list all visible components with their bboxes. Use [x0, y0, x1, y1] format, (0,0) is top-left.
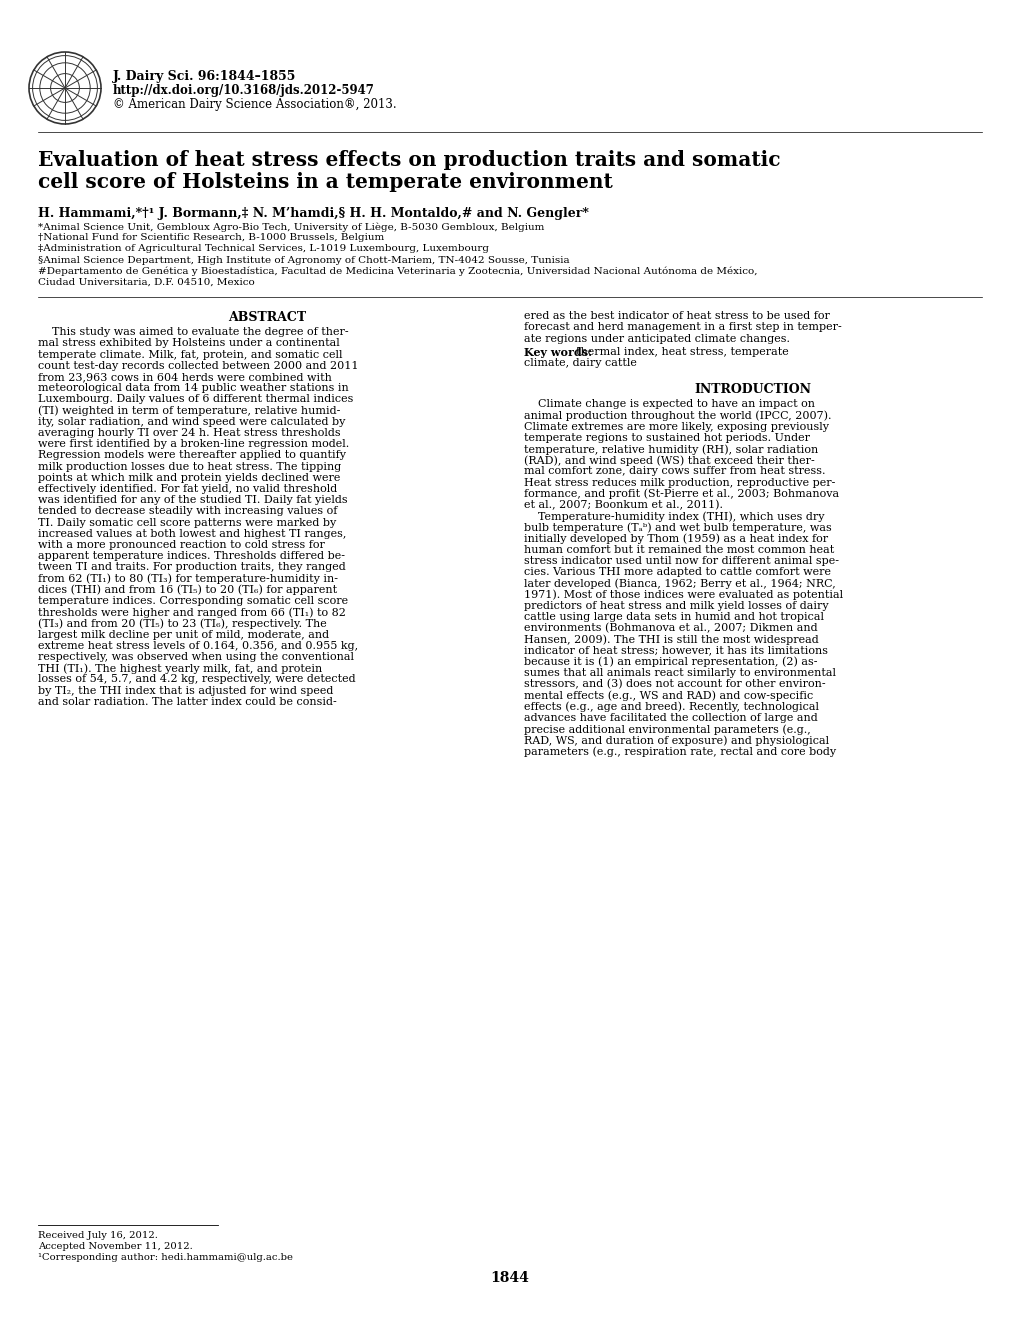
Text: (TI) weighted in term of temperature, relative humid-: (TI) weighted in term of temperature, re…: [38, 405, 340, 416]
Text: H. Hammami,*†¹ J. Bormann,‡ N. M’hamdi,§ H. H. Montaldo,# and N. Gengler*: H. Hammami,*†¹ J. Bormann,‡ N. M’hamdi,§…: [38, 207, 588, 220]
Text: J. Dairy Sci. 96:1844–1855: J. Dairy Sci. 96:1844–1855: [113, 70, 297, 83]
Text: (RAD), and wind speed (WS) that exceed their ther-: (RAD), and wind speed (WS) that exceed t…: [524, 455, 814, 466]
Text: tween TI and traits. For production traits, they ranged: tween TI and traits. For production trai…: [38, 562, 345, 573]
Text: count test-day records collected between 2000 and 2011: count test-day records collected between…: [38, 360, 358, 371]
Text: precise additional environmental parameters (e.g.,: precise additional environmental paramet…: [524, 723, 810, 734]
Text: from 23,963 cows in 604 herds were combined with: from 23,963 cows in 604 herds were combi…: [38, 372, 331, 381]
Text: stress indicator used until now for different animal spe-: stress indicator used until now for diff…: [524, 556, 839, 566]
Text: was identified for any of the studied TI. Daily fat yields: was identified for any of the studied TI…: [38, 495, 347, 506]
Text: sumes that all animals react similarly to environmental: sumes that all animals react similarly t…: [524, 668, 836, 678]
Text: Luxembourg. Daily values of 6 different thermal indices: Luxembourg. Daily values of 6 different …: [38, 395, 353, 404]
Text: †National Fund for Scientific Research, B-1000 Brussels, Belgium: †National Fund for Scientific Research, …: [38, 234, 384, 242]
Text: temperate regions to sustained hot periods. Under: temperate regions to sustained hot perio…: [524, 433, 809, 442]
Text: Regression models were thereafter applied to quantify: Regression models were thereafter applie…: [38, 450, 345, 461]
Text: stressors, and (3) does not account for other environ-: stressors, and (3) does not account for …: [524, 680, 824, 689]
Text: temperature indices. Corresponding somatic cell score: temperature indices. Corresponding somat…: [38, 597, 347, 606]
Text: Accepted November 11, 2012.: Accepted November 11, 2012.: [38, 1242, 193, 1251]
Text: Evaluation of heat stress effects on production traits and somatic: Evaluation of heat stress effects on pro…: [38, 150, 780, 170]
Text: *Animal Science Unit, Gembloux Agro-Bio Tech, University of Liège, B-5030 Gemblo: *Animal Science Unit, Gembloux Agro-Bio …: [38, 222, 544, 231]
Text: Climate change is expected to have an impact on: Climate change is expected to have an im…: [524, 399, 814, 409]
Text: Temperature-humidity index (THI), which uses dry: Temperature-humidity index (THI), which …: [524, 511, 823, 521]
Text: bulb temperature (Tₐᵇ) and wet bulb temperature, was: bulb temperature (Tₐᵇ) and wet bulb temp…: [524, 523, 830, 533]
Text: temperature, relative humidity (RH), solar radiation: temperature, relative humidity (RH), sol…: [524, 444, 817, 454]
Text: respectively, was observed when using the conventional: respectively, was observed when using th…: [38, 652, 354, 663]
Text: forecast and herd management in a first step in temper-: forecast and herd management in a first …: [524, 322, 841, 333]
Text: apparent temperature indices. Thresholds differed be-: apparent temperature indices. Thresholds…: [38, 552, 344, 561]
Text: ‡Administration of Agricultural Technical Services, L-1019 Luxembourg, Luxembour: ‡Administration of Agricultural Technica…: [38, 244, 488, 253]
Text: with a more pronounced reaction to cold stress for: with a more pronounced reaction to cold …: [38, 540, 325, 550]
Text: §Animal Science Department, High Institute of Agronomy of Chott-Mariem, TN-4042 : §Animal Science Department, High Institu…: [38, 256, 569, 264]
Text: climate, dairy cattle: climate, dairy cattle: [524, 358, 636, 368]
Text: and solar radiation. The latter index could be consid-: and solar radiation. The latter index co…: [38, 697, 336, 706]
Text: Heat stress reduces milk production, reproductive per-: Heat stress reduces milk production, rep…: [524, 478, 835, 487]
Text: tended to decrease steadily with increasing values of: tended to decrease steadily with increas…: [38, 507, 337, 516]
Text: © American Dairy Science Association®, 2013.: © American Dairy Science Association®, 2…: [113, 98, 396, 111]
Text: largest milk decline per unit of mild, moderate, and: largest milk decline per unit of mild, m…: [38, 630, 329, 640]
Text: milk production losses due to heat stress. The tipping: milk production losses due to heat stres…: [38, 462, 341, 471]
Text: INTRODUCTION: INTRODUCTION: [694, 383, 811, 396]
Text: This study was aimed to evaluate the degree of ther-: This study was aimed to evaluate the deg…: [38, 327, 348, 337]
Text: mal comfort zone, dairy cows suffer from heat stress.: mal comfort zone, dairy cows suffer from…: [524, 466, 824, 477]
Text: initially developed by Thom (1959) as a heat index for: initially developed by Thom (1959) as a …: [524, 533, 827, 544]
Text: THI (TI₁). The highest yearly milk, fat, and protein: THI (TI₁). The highest yearly milk, fat,…: [38, 663, 322, 673]
Text: RAD, WS, and duration of exposure) and physiological: RAD, WS, and duration of exposure) and p…: [524, 735, 828, 746]
Text: indicator of heat stress; however, it has its limitations: indicator of heat stress; however, it ha…: [524, 645, 827, 656]
Text: thermal index, heat stress, temperate: thermal index, heat stress, temperate: [569, 347, 789, 356]
Text: 1971). Most of those indices were evaluated as potential: 1971). Most of those indices were evalua…: [524, 590, 843, 601]
Text: cies. Various THI more adapted to cattle comfort were: cies. Various THI more adapted to cattle…: [524, 568, 830, 577]
Text: later developed (Bianca, 1962; Berry et al., 1964; NRC,: later developed (Bianca, 1962; Berry et …: [524, 578, 835, 589]
Text: ered as the best indicator of heat stress to be used for: ered as the best indicator of heat stres…: [524, 312, 829, 321]
Text: increased values at both lowest and highest TI ranges,: increased values at both lowest and high…: [38, 529, 346, 539]
Text: Hansen, 2009). The THI is still the most widespread: Hansen, 2009). The THI is still the most…: [524, 635, 818, 645]
Text: human comfort but it remained the most common heat: human comfort but it remained the most c…: [524, 545, 834, 554]
Text: were first identified by a broken-line regression model.: were first identified by a broken-line r…: [38, 440, 348, 449]
Text: ity, solar radiation, and wind speed were calculated by: ity, solar radiation, and wind speed wer…: [38, 417, 345, 426]
Text: meteorological data from 14 public weather stations in: meteorological data from 14 public weath…: [38, 383, 348, 393]
Text: ¹Corresponding author: hedi.hammami@ulg.ac.be: ¹Corresponding author: hedi.hammami@ulg.…: [38, 1253, 292, 1262]
Text: from 62 (TI₁) to 80 (TI₃) for temperature-humidity in-: from 62 (TI₁) to 80 (TI₃) for temperatur…: [38, 574, 337, 585]
Text: formance, and profit (St-Pierre et al., 2003; Bohmanova: formance, and profit (St-Pierre et al., …: [524, 488, 839, 499]
Text: cattle using large data sets in humid and hot tropical: cattle using large data sets in humid an…: [524, 612, 823, 622]
Text: advances have facilitated the collection of large and: advances have facilitated the collection…: [524, 713, 817, 723]
Text: Received July 16, 2012.: Received July 16, 2012.: [38, 1232, 158, 1239]
Text: ate regions under anticipated climate changes.: ate regions under anticipated climate ch…: [524, 334, 790, 343]
Text: averaging hourly TI over 24 h. Heat stress thresholds: averaging hourly TI over 24 h. Heat stre…: [38, 428, 340, 438]
Text: extreme heat stress levels of 0.164, 0.356, and 0.955 kg,: extreme heat stress levels of 0.164, 0.3…: [38, 640, 358, 651]
Text: losses of 54, 5.7, and 4.2 kg, respectively, were detected: losses of 54, 5.7, and 4.2 kg, respectiv…: [38, 675, 356, 684]
Text: Ciudad Universitaria, D.F. 04510, Mexico: Ciudad Universitaria, D.F. 04510, Mexico: [38, 279, 255, 286]
Text: parameters (e.g., respiration rate, rectal and core body: parameters (e.g., respiration rate, rect…: [524, 746, 836, 756]
Text: animal production throughout the world (IPCC, 2007).: animal production throughout the world (…: [524, 411, 830, 421]
Text: http://dx.doi.org/10.3168/jds.2012-5947: http://dx.doi.org/10.3168/jds.2012-5947: [113, 84, 375, 96]
Text: because it is (1) an empirical representation, (2) as-: because it is (1) an empirical represent…: [524, 657, 816, 668]
Text: effectively identified. For fat yield, no valid threshold: effectively identified. For fat yield, n…: [38, 484, 337, 494]
Text: et al., 2007; Boonkum et al., 2011).: et al., 2007; Boonkum et al., 2011).: [524, 500, 722, 511]
Text: Key words:: Key words:: [524, 347, 592, 358]
Text: predictors of heat stress and milk yield losses of dairy: predictors of heat stress and milk yield…: [524, 601, 827, 611]
Text: mental effects (e.g., WS and RAD) and cow-specific: mental effects (e.g., WS and RAD) and co…: [524, 690, 812, 701]
Text: #Departamento de Genética y Bioestadística, Facultad de Medicina Veterinaria y Z: #Departamento de Genética y Bioestadísti…: [38, 267, 757, 276]
Text: temperate climate. Milk, fat, protein, and somatic cell: temperate climate. Milk, fat, protein, a…: [38, 350, 342, 359]
Text: TI. Daily somatic cell score patterns were marked by: TI. Daily somatic cell score patterns we…: [38, 517, 336, 528]
Text: dices (THI) and from 16 (TI₅) to 20 (TI₆) for apparent: dices (THI) and from 16 (TI₅) to 20 (TI₆…: [38, 585, 337, 595]
Text: cell score of Holsteins in a temperate environment: cell score of Holsteins in a temperate e…: [38, 172, 612, 191]
Text: Climate extremes are more likely, exposing previously: Climate extremes are more likely, exposi…: [524, 421, 828, 432]
Text: effects (e.g., age and breed). Recently, technological: effects (e.g., age and breed). Recently,…: [524, 702, 818, 713]
Text: mal stress exhibited by Holsteins under a continental: mal stress exhibited by Holsteins under …: [38, 338, 339, 348]
Text: ABSTRACT: ABSTRACT: [227, 312, 306, 325]
Text: 1844: 1844: [490, 1271, 529, 1284]
Text: thresholds were higher and ranged from 66 (TI₁) to 82: thresholds were higher and ranged from 6…: [38, 607, 345, 618]
Text: environments (Bohmanova et al., 2007; Dikmen and: environments (Bohmanova et al., 2007; Di…: [524, 623, 817, 634]
Text: (TI₃) and from 20 (TI₅) to 23 (TI₆), respectively. The: (TI₃) and from 20 (TI₅) to 23 (TI₆), res…: [38, 618, 326, 628]
Text: by TI₂, the THI index that is adjusted for wind speed: by TI₂, the THI index that is adjusted f…: [38, 685, 333, 696]
Text: points at which milk and protein yields declined were: points at which milk and protein yields …: [38, 473, 340, 483]
